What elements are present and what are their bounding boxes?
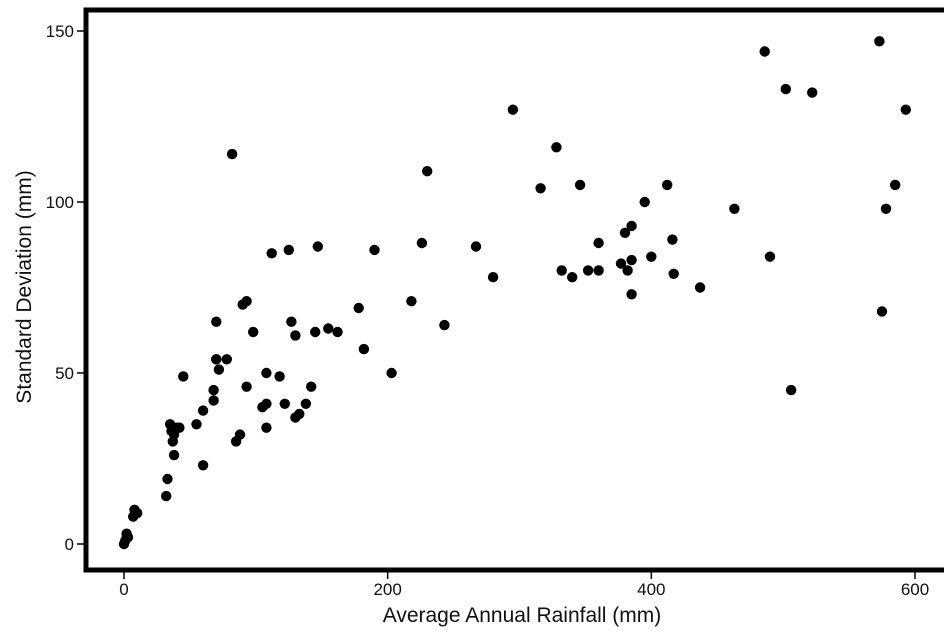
data-point xyxy=(807,87,818,98)
data-point xyxy=(323,323,334,334)
data-point xyxy=(294,408,305,420)
data-point xyxy=(241,381,252,392)
data-point xyxy=(619,227,631,238)
data-point xyxy=(507,104,519,115)
data-point xyxy=(312,241,323,252)
data-point xyxy=(593,265,604,276)
data-point xyxy=(556,265,567,276)
data-point xyxy=(876,306,888,317)
data-point xyxy=(234,429,246,440)
x-tick-label: 200 xyxy=(373,580,401,599)
data-point xyxy=(208,384,219,396)
data-point xyxy=(122,532,134,543)
data-point xyxy=(646,251,657,262)
data-point xyxy=(880,203,892,214)
data-point xyxy=(785,384,797,396)
data-point xyxy=(406,296,417,307)
data-point xyxy=(178,371,189,382)
data-point xyxy=(416,237,428,249)
data-point xyxy=(161,490,172,502)
data-point xyxy=(290,330,301,341)
data-point xyxy=(310,326,321,338)
data-point xyxy=(422,166,433,177)
data-point xyxy=(615,258,627,269)
data-point xyxy=(626,254,637,266)
data-point xyxy=(241,296,252,307)
data-point xyxy=(582,265,594,276)
data-point xyxy=(358,343,370,355)
data-point xyxy=(261,367,272,379)
data-point xyxy=(332,326,343,338)
data-point xyxy=(300,398,312,409)
data-point xyxy=(306,381,317,392)
data-point xyxy=(567,272,578,283)
data-point xyxy=(261,422,272,433)
data-point xyxy=(780,83,791,95)
data-point xyxy=(283,244,294,256)
plot-frame xyxy=(83,7,944,573)
data-point xyxy=(639,196,650,208)
data-point xyxy=(286,316,297,327)
data-point xyxy=(369,244,380,256)
data-point xyxy=(168,429,180,440)
data-point xyxy=(535,183,546,194)
data-point xyxy=(439,319,450,331)
y-tick-label: 0 xyxy=(65,535,74,554)
data-point xyxy=(226,148,238,160)
data-point xyxy=(279,398,290,409)
data-point xyxy=(132,508,143,519)
x-tick-label: 400 xyxy=(637,580,665,599)
data-point xyxy=(593,237,604,249)
data-point xyxy=(574,179,586,191)
data-point xyxy=(191,419,202,430)
data-point xyxy=(667,234,678,245)
data-point xyxy=(213,364,225,375)
data-point xyxy=(626,220,637,232)
data-point xyxy=(197,460,209,471)
data-point xyxy=(168,449,180,461)
y-axis-title: Standard Deviation (mm) xyxy=(13,170,36,403)
data-point xyxy=(729,203,740,214)
data-point xyxy=(386,367,397,379)
data-point xyxy=(208,395,219,406)
data-point xyxy=(890,179,901,191)
data-point xyxy=(487,272,499,283)
data-point xyxy=(759,46,770,57)
data-point xyxy=(622,265,633,276)
x-tick-label: 0 xyxy=(119,580,128,599)
x-tick-label: 600 xyxy=(901,580,929,599)
data-point xyxy=(353,302,364,314)
data-point xyxy=(626,289,637,300)
data-point xyxy=(668,268,679,279)
data-point xyxy=(274,371,285,382)
data-point xyxy=(211,316,222,327)
data-point xyxy=(764,251,776,262)
y-tick-label: 50 xyxy=(55,364,74,383)
data-point xyxy=(874,36,885,47)
x-axis-title: Average Annual Rainfall (mm) xyxy=(383,604,662,627)
data-point xyxy=(248,326,259,338)
data-point xyxy=(266,248,277,259)
data-point xyxy=(162,473,173,485)
y-tick-label: 150 xyxy=(46,22,74,41)
data-point xyxy=(470,241,482,252)
y-tick-label: 100 xyxy=(46,193,74,212)
data-point xyxy=(662,179,673,191)
data-point xyxy=(261,398,272,409)
data-point xyxy=(197,405,209,416)
data-point xyxy=(551,142,562,153)
data-point xyxy=(694,282,706,293)
data-point xyxy=(221,354,232,365)
data-point xyxy=(900,104,911,115)
data-point xyxy=(211,354,222,365)
